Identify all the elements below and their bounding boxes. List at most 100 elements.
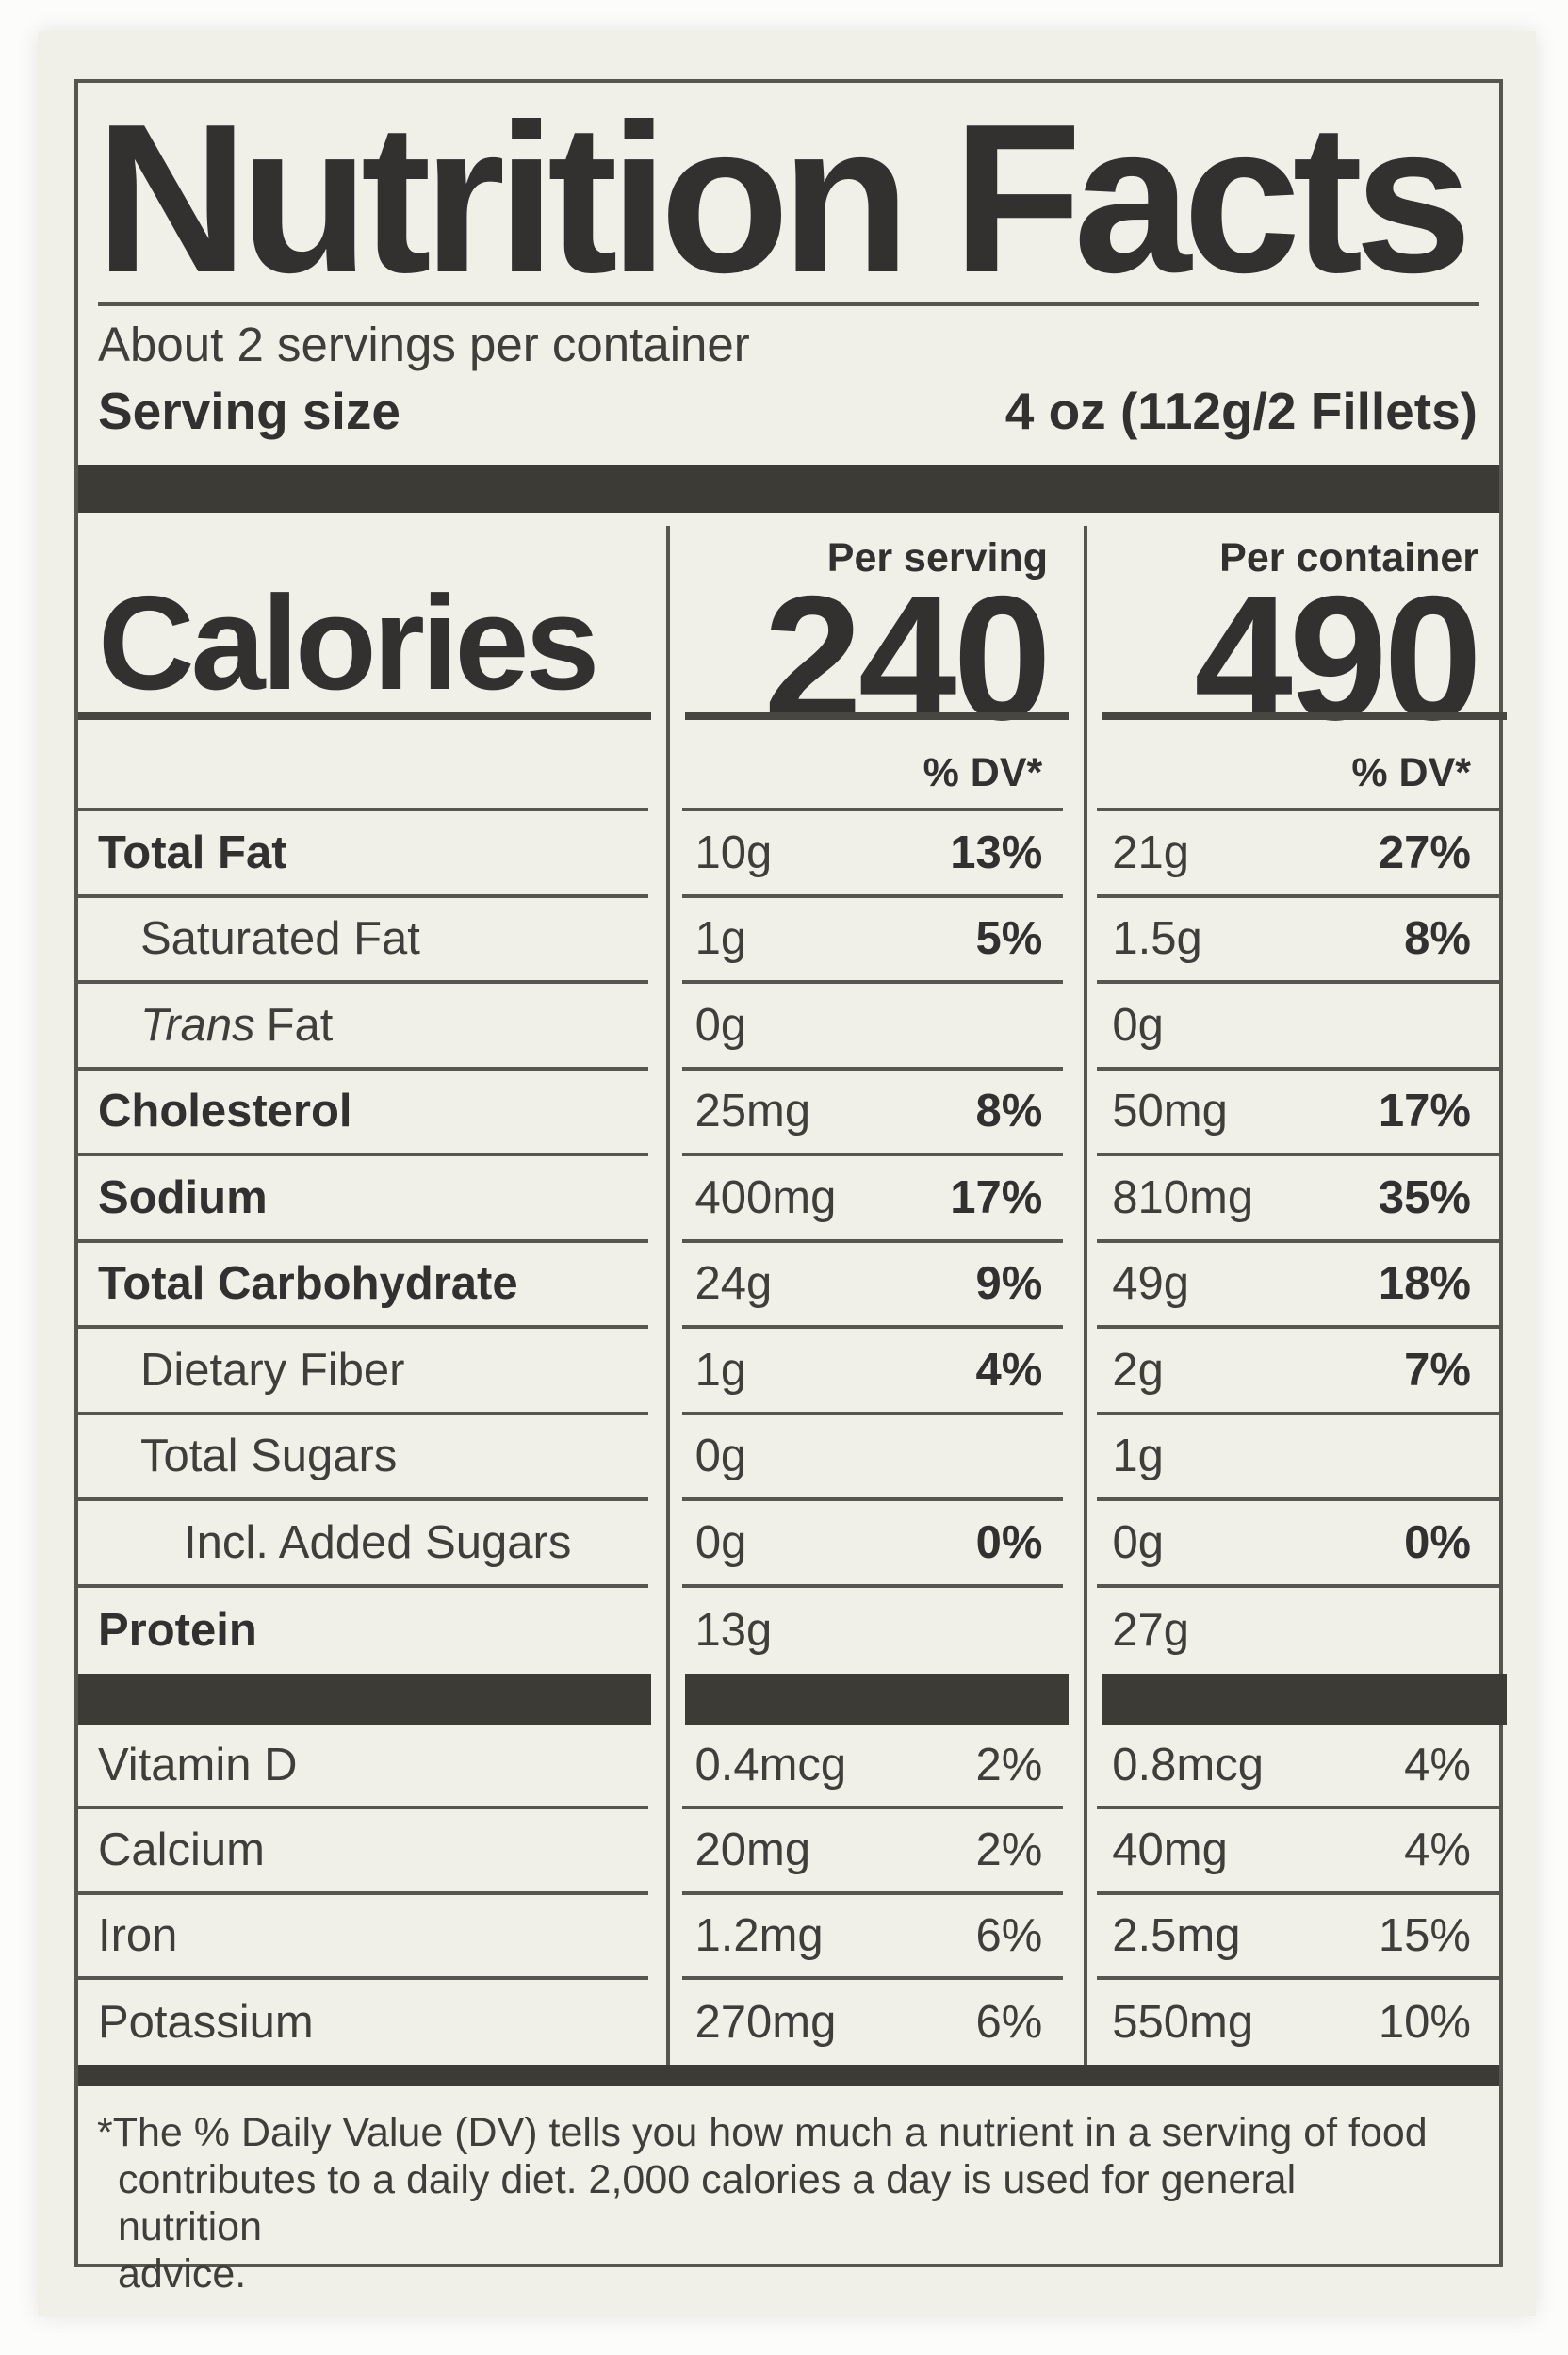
nutrient-label: Fat [266,999,334,1051]
serving-dv: 2% [975,1824,1043,1876]
footnote-line: advice. [118,2251,247,2297]
thick-bar-middle [78,1674,1507,1725]
serving-dv: 13% [950,826,1043,878]
container-dv: 17% [1378,1086,1471,1137]
container-amount: 1.5g [1112,913,1202,965]
nutrient-row-calcium: Calcium 20mg 2% 40mg 4% [78,1809,1499,1895]
per-serving-label: Per serving [826,535,1048,581]
serving-size-value: 4 oz (112g/2 Fillets) [1004,382,1478,440]
container-amount: 0.8mcg [1112,1740,1264,1791]
container-dv: 15% [1378,1909,1471,1961]
daily-value-header-row: % DV* % DV* [78,720,1499,811]
serving-amount: 270mg [694,1996,837,2048]
nutrient-label: Sodium [98,1171,268,1223]
container-amount: 550mg [1112,1996,1254,2048]
container-dv: 4% [1404,1824,1471,1876]
footnote-line: *The % Daily Value (DV) tells you how mu… [97,2110,1428,2155]
calories-section: Calories Per serving 240 Per container 4… [78,524,1499,746]
serving-amount: 400mg [694,1171,837,1223]
dv-header-serving: % DV* [681,720,1064,811]
title-divider [98,302,1479,306]
servings-per-container: About 2 servings per container [98,318,750,371]
nutrient-label: Total Sugars [140,1431,398,1482]
container-amount: 0g [1112,999,1164,1051]
serving-amount: 13g [694,1605,773,1657]
nutrient-label: Incl. Added Sugars [184,1516,572,1568]
container-amount: 21g [1112,826,1190,878]
dv-header-spacer [78,720,648,811]
nutrient-row-added-sugars: Incl. Added Sugars 0g 0% 0g 0% [78,1501,1499,1588]
daily-value-footnote: *The % Daily Value (DV) tells you how mu… [97,2109,1443,2298]
serving-dv: 4% [975,1344,1043,1396]
nutrient-rows: Total Fat 10g 13% 21g 27% Saturated Fat 1g… [78,811,1499,1674]
container-amount: 2g [1112,1344,1164,1396]
container-amount: 50mg [1112,1086,1228,1137]
nutrient-label: Potassium [98,1996,314,2048]
dv-header-container: % DV* [1097,720,1499,811]
container-dv: 27% [1378,826,1471,878]
nutrition-facts-panel: Nutrition Facts About 2 servings per con… [74,79,1507,2297]
container-dv: 35% [1378,1171,1471,1223]
nutrient-row-vitamin-d: Vitamin D 0.4mcg 2% 0.8mcg 4% [78,1725,1499,1810]
serving-dv: 0% [975,1516,1043,1568]
serving-amount: 1g [694,1344,747,1396]
nutrient-row-sodium: Sodium 400mg 17% 810mg 35% [78,1156,1499,1243]
container-dv: 4% [1404,1740,1471,1791]
container-amount: 2.5mg [1112,1909,1241,1961]
container-amount: 40mg [1112,1824,1228,1876]
panel-inner: Nutrition Facts About 2 servings per con… [78,79,1507,2297]
nutrient-row-total-sugars: Total Sugars 0g 1g [78,1415,1499,1501]
calories-underline [78,712,1507,720]
serving-amount: 0g [694,1516,747,1568]
serving-amount: 0.4mcg [694,1740,847,1791]
nutrient-row-cholesterol: Cholesterol 25mg 8% 50mg 17% [78,1071,1499,1156]
calories-label: Calories [98,568,599,718]
nutrition-facts-title: Nutrition Facts [95,79,1473,317]
nutrient-label-italic: Trans [140,999,255,1051]
serving-amount: 0g [694,999,747,1051]
serving-dv: 8% [975,1086,1043,1137]
serving-amount: 0g [694,1431,747,1482]
nutrient-row-saturated-fat: Saturated Fat 1g 5% 1.5g 8% [78,898,1499,984]
calories-per-serving-value: 240 [763,559,1052,757]
thick-bar-top [78,465,1499,513]
serving-dv: 5% [975,913,1043,965]
footnote-line: contributes to a daily diet. 2,000 calor… [118,2157,1297,2249]
serving-amount: 25mg [694,1086,811,1137]
serving-size-row: Serving size 4 oz (112g/2 Fillets) [98,381,1478,441]
nutrient-label: Saturated Fat [140,913,420,965]
calories-per-container-value: 490 [1194,559,1482,757]
nutrient-label: Dietary Fiber [140,1344,405,1396]
nutrition-label-card: Nutrition Facts About 2 servings per con… [38,31,1536,2316]
nutrient-label: Iron [98,1909,178,1961]
nutrient-row-dietary-fiber: Dietary Fiber 1g 4% 2g 7% [78,1329,1499,1415]
micronutrient-rows: Vitamin D 0.4mcg 2% 0.8mcg 4% Calcium 20mg… [78,1725,1499,2065]
nutrient-label: Protein [98,1605,257,1657]
calories-per-container: Per container 490 [1102,535,1507,757]
container-amount: 810mg [1112,1171,1254,1223]
nutrient-row-total-fat: Total Fat 10g 13% 21g 27% [78,811,1499,898]
container-amount: 49g [1112,1258,1190,1310]
container-amount: 27g [1112,1605,1190,1657]
nutrient-row-total-carbohydrate: Total Carbohydrate 24g 9% 49g 18% [78,1243,1499,1329]
nutrient-label: Cholesterol [98,1086,352,1137]
serving-dv: 2% [975,1740,1043,1791]
serving-amount: 1.2mg [694,1909,824,1961]
column-divider-2 [1084,526,1087,2065]
serving-amount: 24g [694,1258,773,1310]
serving-dv: 6% [975,1996,1043,2048]
serving-amount: 10g [694,826,773,878]
per-container-label: Per container [1219,535,1478,581]
nutrient-label: Vitamin D [98,1740,298,1791]
nutrient-label: Total Fat [98,826,287,878]
serving-amount: 1g [694,913,747,965]
container-amount: 0g [1112,1516,1164,1568]
container-dv: 10% [1378,1996,1471,2048]
thick-bar-bottom [78,2065,1499,2086]
serving-dv: 6% [975,1909,1043,1961]
serving-dv: 9% [975,1258,1043,1310]
nutrient-row-protein: Protein 13g 27g [78,1588,1499,1675]
container-dv: 0% [1404,1516,1471,1568]
nutrient-label: Calcium [98,1824,265,1876]
container-dv: 8% [1404,913,1471,965]
